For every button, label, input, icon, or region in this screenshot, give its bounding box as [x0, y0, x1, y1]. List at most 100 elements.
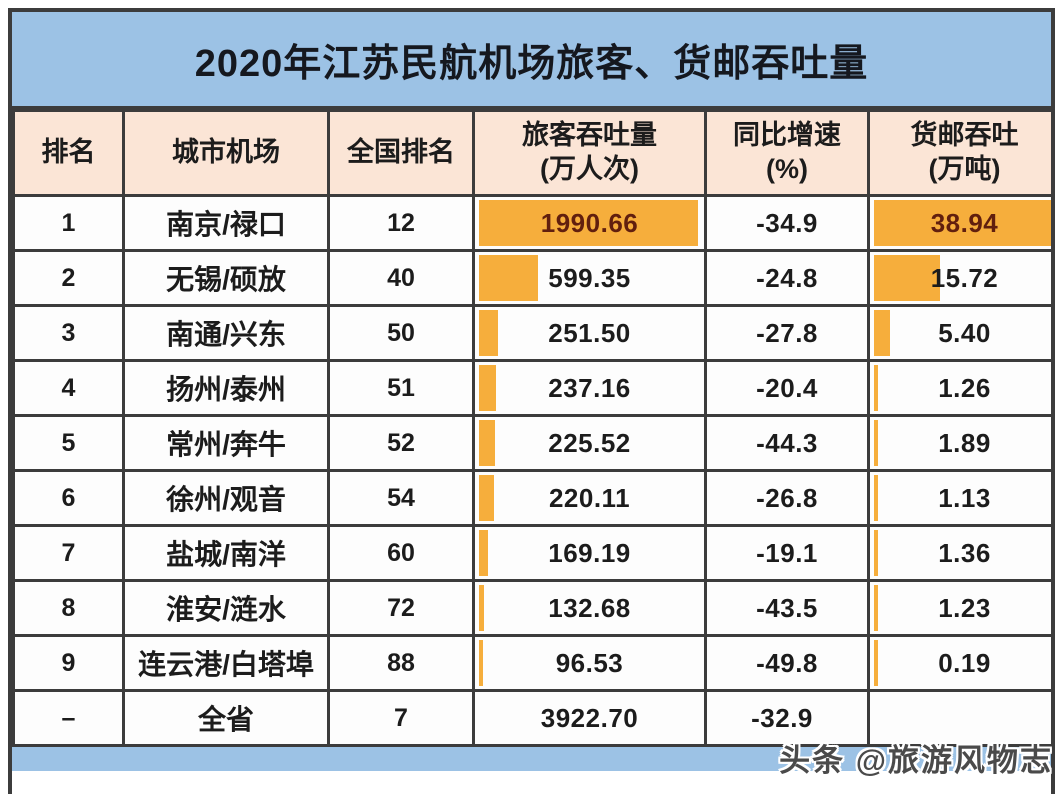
cell-airport: 南通/兴东 [122, 304, 330, 362]
cell-national-rank: 12 [327, 194, 475, 252]
passenger-bar [479, 200, 698, 246]
cell-growth: -44.3 [704, 414, 870, 472]
cell-national-rank: 51 [327, 359, 475, 417]
cell-cargo: 15.72 [867, 249, 1051, 307]
cell-passenger: 237.16 [472, 359, 707, 417]
cell-national-rank: 7 [327, 689, 475, 747]
cell-cargo [867, 689, 1051, 747]
cell-growth: -24.8 [704, 249, 870, 307]
table-row: 9 连云港/白塔埠 88 96.53 -49.8 0.19 [12, 634, 1051, 692]
table-frame: 2020年江苏民航机场旅客、货邮吞吐量 排名 城市机场 全国排名 旅客吞吐量 (… [8, 8, 1055, 794]
cell-rank: 3 [12, 304, 125, 362]
passenger-bar [479, 530, 489, 576]
cell-growth: -32.9 [704, 689, 870, 747]
passenger-bar [479, 420, 495, 466]
bottom-strip [12, 747, 1051, 771]
cell-growth: -20.4 [704, 359, 870, 417]
cell-growth: -27.8 [704, 304, 870, 362]
table-row: 2 无锡/硕放 40 599.35 -24.8 15.72 [12, 249, 1051, 307]
table-row: 5 常州/奔牛 52 225.52 -44.3 1.89 [12, 414, 1051, 472]
cargo-bar [874, 585, 878, 631]
cell-passenger: 3922.70 [472, 689, 707, 747]
cell-airport: 常州/奔牛 [122, 414, 330, 472]
passenger-bar [479, 255, 538, 301]
cargo-bar [874, 420, 878, 466]
cell-national-rank: 88 [327, 634, 475, 692]
cargo-bar [874, 255, 941, 301]
cell-passenger: 225.52 [472, 414, 707, 472]
cell-cargo: 1.23 [867, 579, 1051, 637]
cell-growth: -34.9 [704, 194, 870, 252]
table-row: 4 扬州/泰州 51 237.16 -20.4 1.26 [12, 359, 1051, 417]
cell-airport: 淮安/涟水 [122, 579, 330, 637]
table-row: 3 南通/兴东 50 251.50 -27.8 5.40 [12, 304, 1051, 362]
cell-cargo: 1.89 [867, 414, 1051, 472]
table-row: – 全省 7 3922.70 -32.9 [12, 689, 1051, 747]
cell-rank: – [12, 689, 125, 747]
passenger-bar [479, 365, 497, 411]
cargo-bar [874, 475, 878, 521]
cell-airport: 全省 [122, 689, 330, 747]
table-row: 8 淮安/涟水 72 132.68 -43.5 1.23 [12, 579, 1051, 637]
cell-airport: 南京/禄口 [122, 194, 330, 252]
header-rank: 排名 [12, 109, 125, 197]
cell-rank: 7 [12, 524, 125, 582]
cargo-bar [874, 640, 878, 686]
header-cargo-throughput: 货邮吞吐 (万吨) [867, 109, 1051, 197]
header-passenger-throughput: 旅客吞吐量 (万人次) [472, 109, 707, 197]
cargo-bar [874, 365, 878, 411]
cell-airport: 盐城/南洋 [122, 524, 330, 582]
cell-cargo: 0.19 [867, 634, 1051, 692]
cell-cargo: 5.40 [867, 304, 1051, 362]
passenger-bar [479, 640, 483, 686]
cell-cargo: 1.26 [867, 359, 1051, 417]
passenger-bar [479, 585, 485, 631]
cell-national-rank: 60 [327, 524, 475, 582]
cell-rank: 8 [12, 579, 125, 637]
watermark: 头条 @旅游风物志 [779, 743, 1053, 778]
cargo-bar [874, 200, 1051, 246]
cell-passenger: 599.35 [472, 249, 707, 307]
cell-airport: 连云港/白塔埠 [122, 634, 330, 692]
cell-passenger: 220.11 [472, 469, 707, 527]
cell-rank: 6 [12, 469, 125, 527]
cell-airport: 扬州/泰州 [122, 359, 330, 417]
header-city-airport: 城市机场 [122, 109, 330, 197]
table-body: 1 南京/禄口 12 1990.66 -34.9 38.94 2 无锡/硕放 4… [12, 194, 1051, 747]
passenger-bar [479, 310, 498, 356]
page-title: 2020年江苏民航机场旅客、货邮吞吐量 [12, 12, 1051, 109]
cell-growth: -26.8 [704, 469, 870, 527]
cell-cargo: 38.94 [867, 194, 1051, 252]
cell-passenger: 169.19 [472, 524, 707, 582]
table-row: 1 南京/禄口 12 1990.66 -34.9 38.94 [12, 194, 1051, 252]
cell-rank: 5 [12, 414, 125, 472]
cargo-bar [874, 530, 878, 576]
passenger-bar [479, 475, 495, 521]
cell-cargo: 1.13 [867, 469, 1051, 527]
table-header: 排名 城市机场 全国排名 旅客吞吐量 (万人次) 同比增速 (%) 货邮吞吐 (… [12, 109, 1051, 197]
cell-passenger: 251.50 [472, 304, 707, 362]
cell-growth: -49.8 [704, 634, 870, 692]
cell-growth: -43.5 [704, 579, 870, 637]
cell-growth: -19.1 [704, 524, 870, 582]
cell-national-rank: 54 [327, 469, 475, 527]
cell-airport: 徐州/观音 [122, 469, 330, 527]
cell-rank: 4 [12, 359, 125, 417]
header-national-rank: 全国排名 [327, 109, 475, 197]
cell-rank: 1 [12, 194, 125, 252]
cell-passenger: 1990.66 [472, 194, 707, 252]
cell-national-rank: 72 [327, 579, 475, 637]
cell-national-rank: 52 [327, 414, 475, 472]
cell-airport: 无锡/硕放 [122, 249, 330, 307]
airport-throughput-table: 排名 城市机场 全国排名 旅客吞吐量 (万人次) 同比增速 (%) 货邮吞吐 (… [12, 109, 1051, 747]
table-row: 6 徐州/观音 54 220.11 -26.8 1.13 [12, 469, 1051, 527]
cell-rank: 9 [12, 634, 125, 692]
cell-national-rank: 50 [327, 304, 475, 362]
cell-passenger: 96.53 [472, 634, 707, 692]
cell-cargo: 1.36 [867, 524, 1051, 582]
cell-passenger: 132.68 [472, 579, 707, 637]
cargo-bar [874, 310, 891, 356]
cell-national-rank: 40 [327, 249, 475, 307]
table-row: 7 盐城/南洋 60 169.19 -19.1 1.36 [12, 524, 1051, 582]
